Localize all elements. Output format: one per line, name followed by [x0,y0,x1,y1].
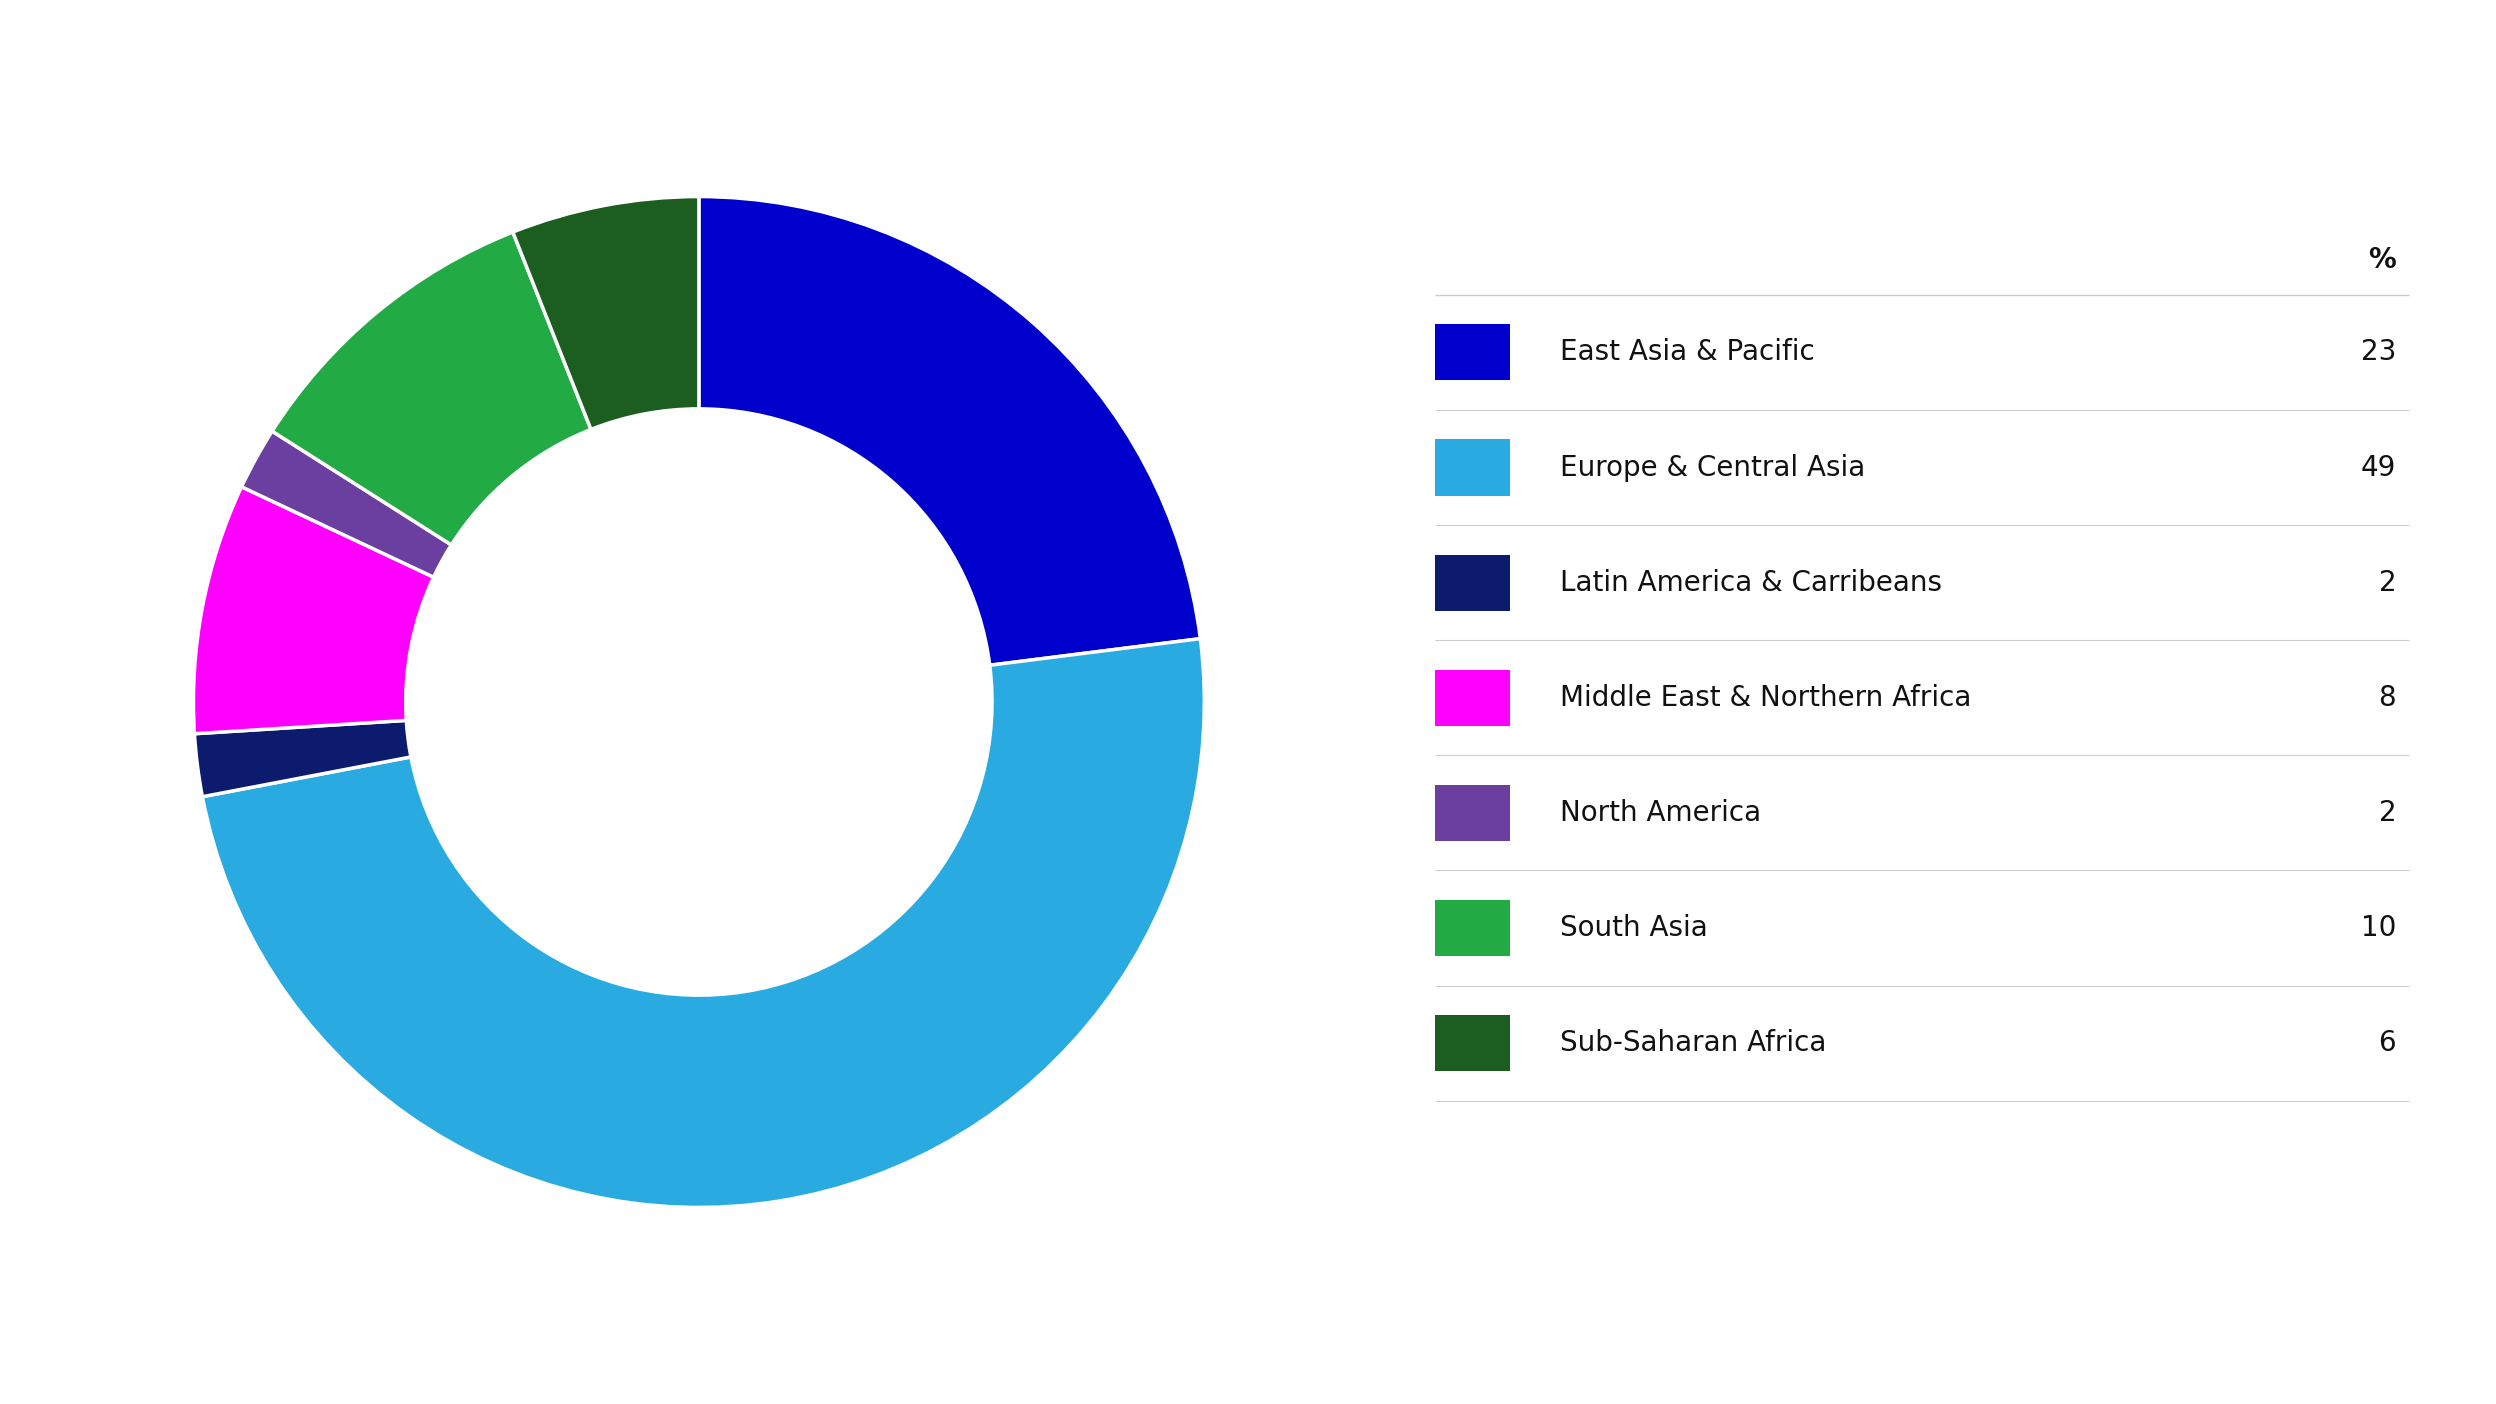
Wedge shape [195,487,434,734]
Text: Latin America & Carribeans: Latin America & Carribeans [1560,569,1942,597]
Text: 2: 2 [2379,799,2396,827]
Text: %: % [2369,246,2396,274]
Text: East Asia & Pacific: East Asia & Pacific [1560,338,1815,366]
Text: Europe & Central Asia: Europe & Central Asia [1560,453,1865,482]
Text: 49: 49 [2361,453,2396,482]
Wedge shape [699,197,1201,665]
Text: 8: 8 [2379,684,2396,712]
Text: 10: 10 [2361,914,2396,942]
Text: 2: 2 [2379,569,2396,597]
Text: South Asia: South Asia [1560,914,1707,942]
Text: North America: North America [1560,799,1762,827]
Text: Middle East & Northern Africa: Middle East & Northern Africa [1560,684,1972,712]
Wedge shape [195,720,412,796]
Text: 23: 23 [2361,338,2396,366]
Text: Sub-Saharan Africa: Sub-Saharan Africa [1560,1029,1827,1057]
Wedge shape [242,431,452,577]
Text: 6: 6 [2379,1029,2396,1057]
Wedge shape [202,639,1203,1207]
Wedge shape [512,197,699,430]
Wedge shape [272,232,592,545]
